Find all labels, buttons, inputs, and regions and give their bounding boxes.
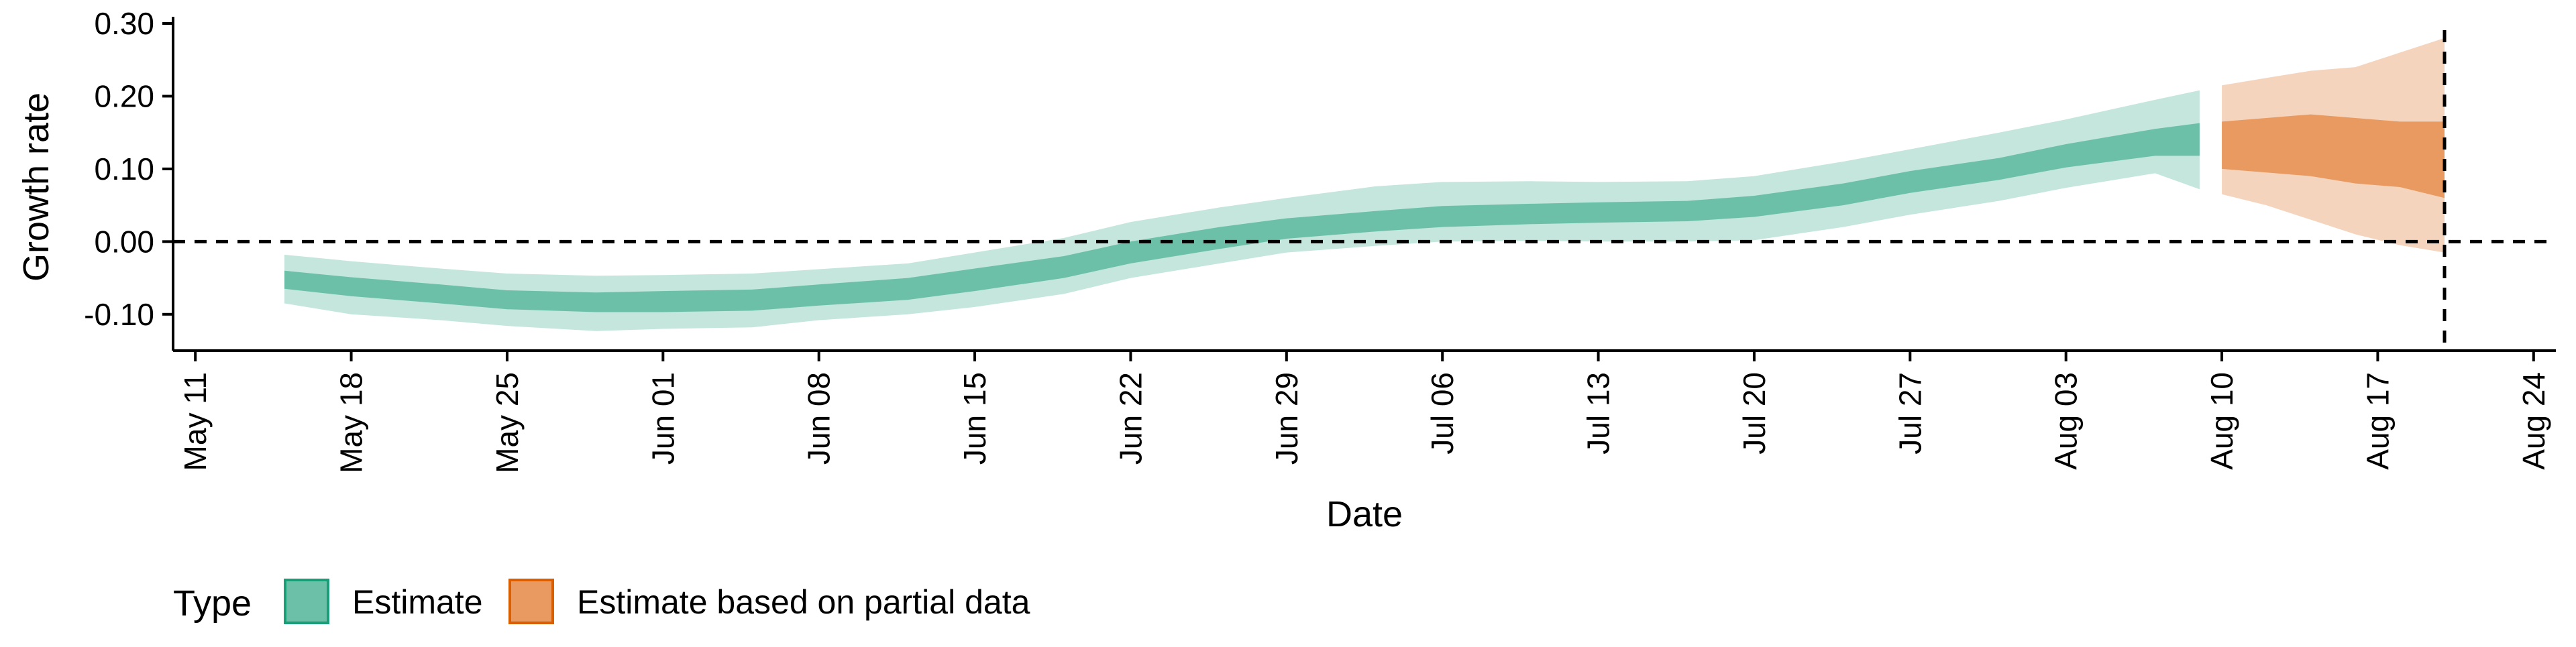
y-tick-label: 0.30 [94, 6, 154, 41]
band-inner-estimate [284, 123, 2200, 312]
x-tick-label: Aug 17 [2360, 372, 2395, 470]
legend-swatch-estimate [284, 579, 329, 624]
x-tick-label: May 25 [490, 372, 525, 473]
x-tick-label: Aug 24 [2516, 372, 2551, 470]
y-axis-title: Growth rate [16, 93, 56, 282]
band-outer-estimate [284, 90, 2200, 331]
x-axis-title: Date [1326, 494, 1403, 534]
x-tick-label: May 11 [178, 372, 213, 471]
x-tick-label: Aug 03 [2049, 372, 2084, 470]
reference-lines [173, 30, 2556, 351]
legend-label-partial-data: Estimate based on partial data [577, 583, 1030, 621]
x-tick-label: Aug 10 [2204, 372, 2239, 470]
y-tick-label: -0.10 [84, 297, 154, 332]
x-tick-label: May 18 [334, 372, 369, 473]
legend-label-estimate: Estimate [352, 583, 483, 621]
axes: -0.10 0.00 0.10 0.20 0.30 May 11 May 18 May 25 J… [84, 6, 2556, 473]
x-tick-label: Jun 29 [1269, 372, 1304, 465]
legend-swatch-partial-data [508, 579, 554, 624]
y-tick-label: 0.00 [94, 224, 154, 259]
y-tick-label: 0.20 [94, 78, 154, 113]
band-inner-partial-data [2222, 114, 2445, 198]
legend: Type Estimate Estimate based on partial … [173, 579, 1030, 624]
x-tick-label: Jun 22 [1113, 372, 1148, 465]
x-tick-label: Jul 06 [1425, 372, 1460, 455]
legend-title: Type [173, 583, 252, 624]
x-tick-label: Jun 01 [645, 372, 680, 465]
x-tick-label: Jun 08 [802, 372, 837, 465]
y-tick-label: 0.10 [94, 152, 154, 186]
x-tick-label: Jul 20 [1737, 372, 1772, 455]
x-tick-label: Jun 15 [957, 372, 992, 465]
x-tick-label: Jul 27 [1892, 372, 1927, 455]
bands-layer [284, 38, 2445, 331]
x-tick-label: Jul 13 [1581, 372, 1616, 455]
